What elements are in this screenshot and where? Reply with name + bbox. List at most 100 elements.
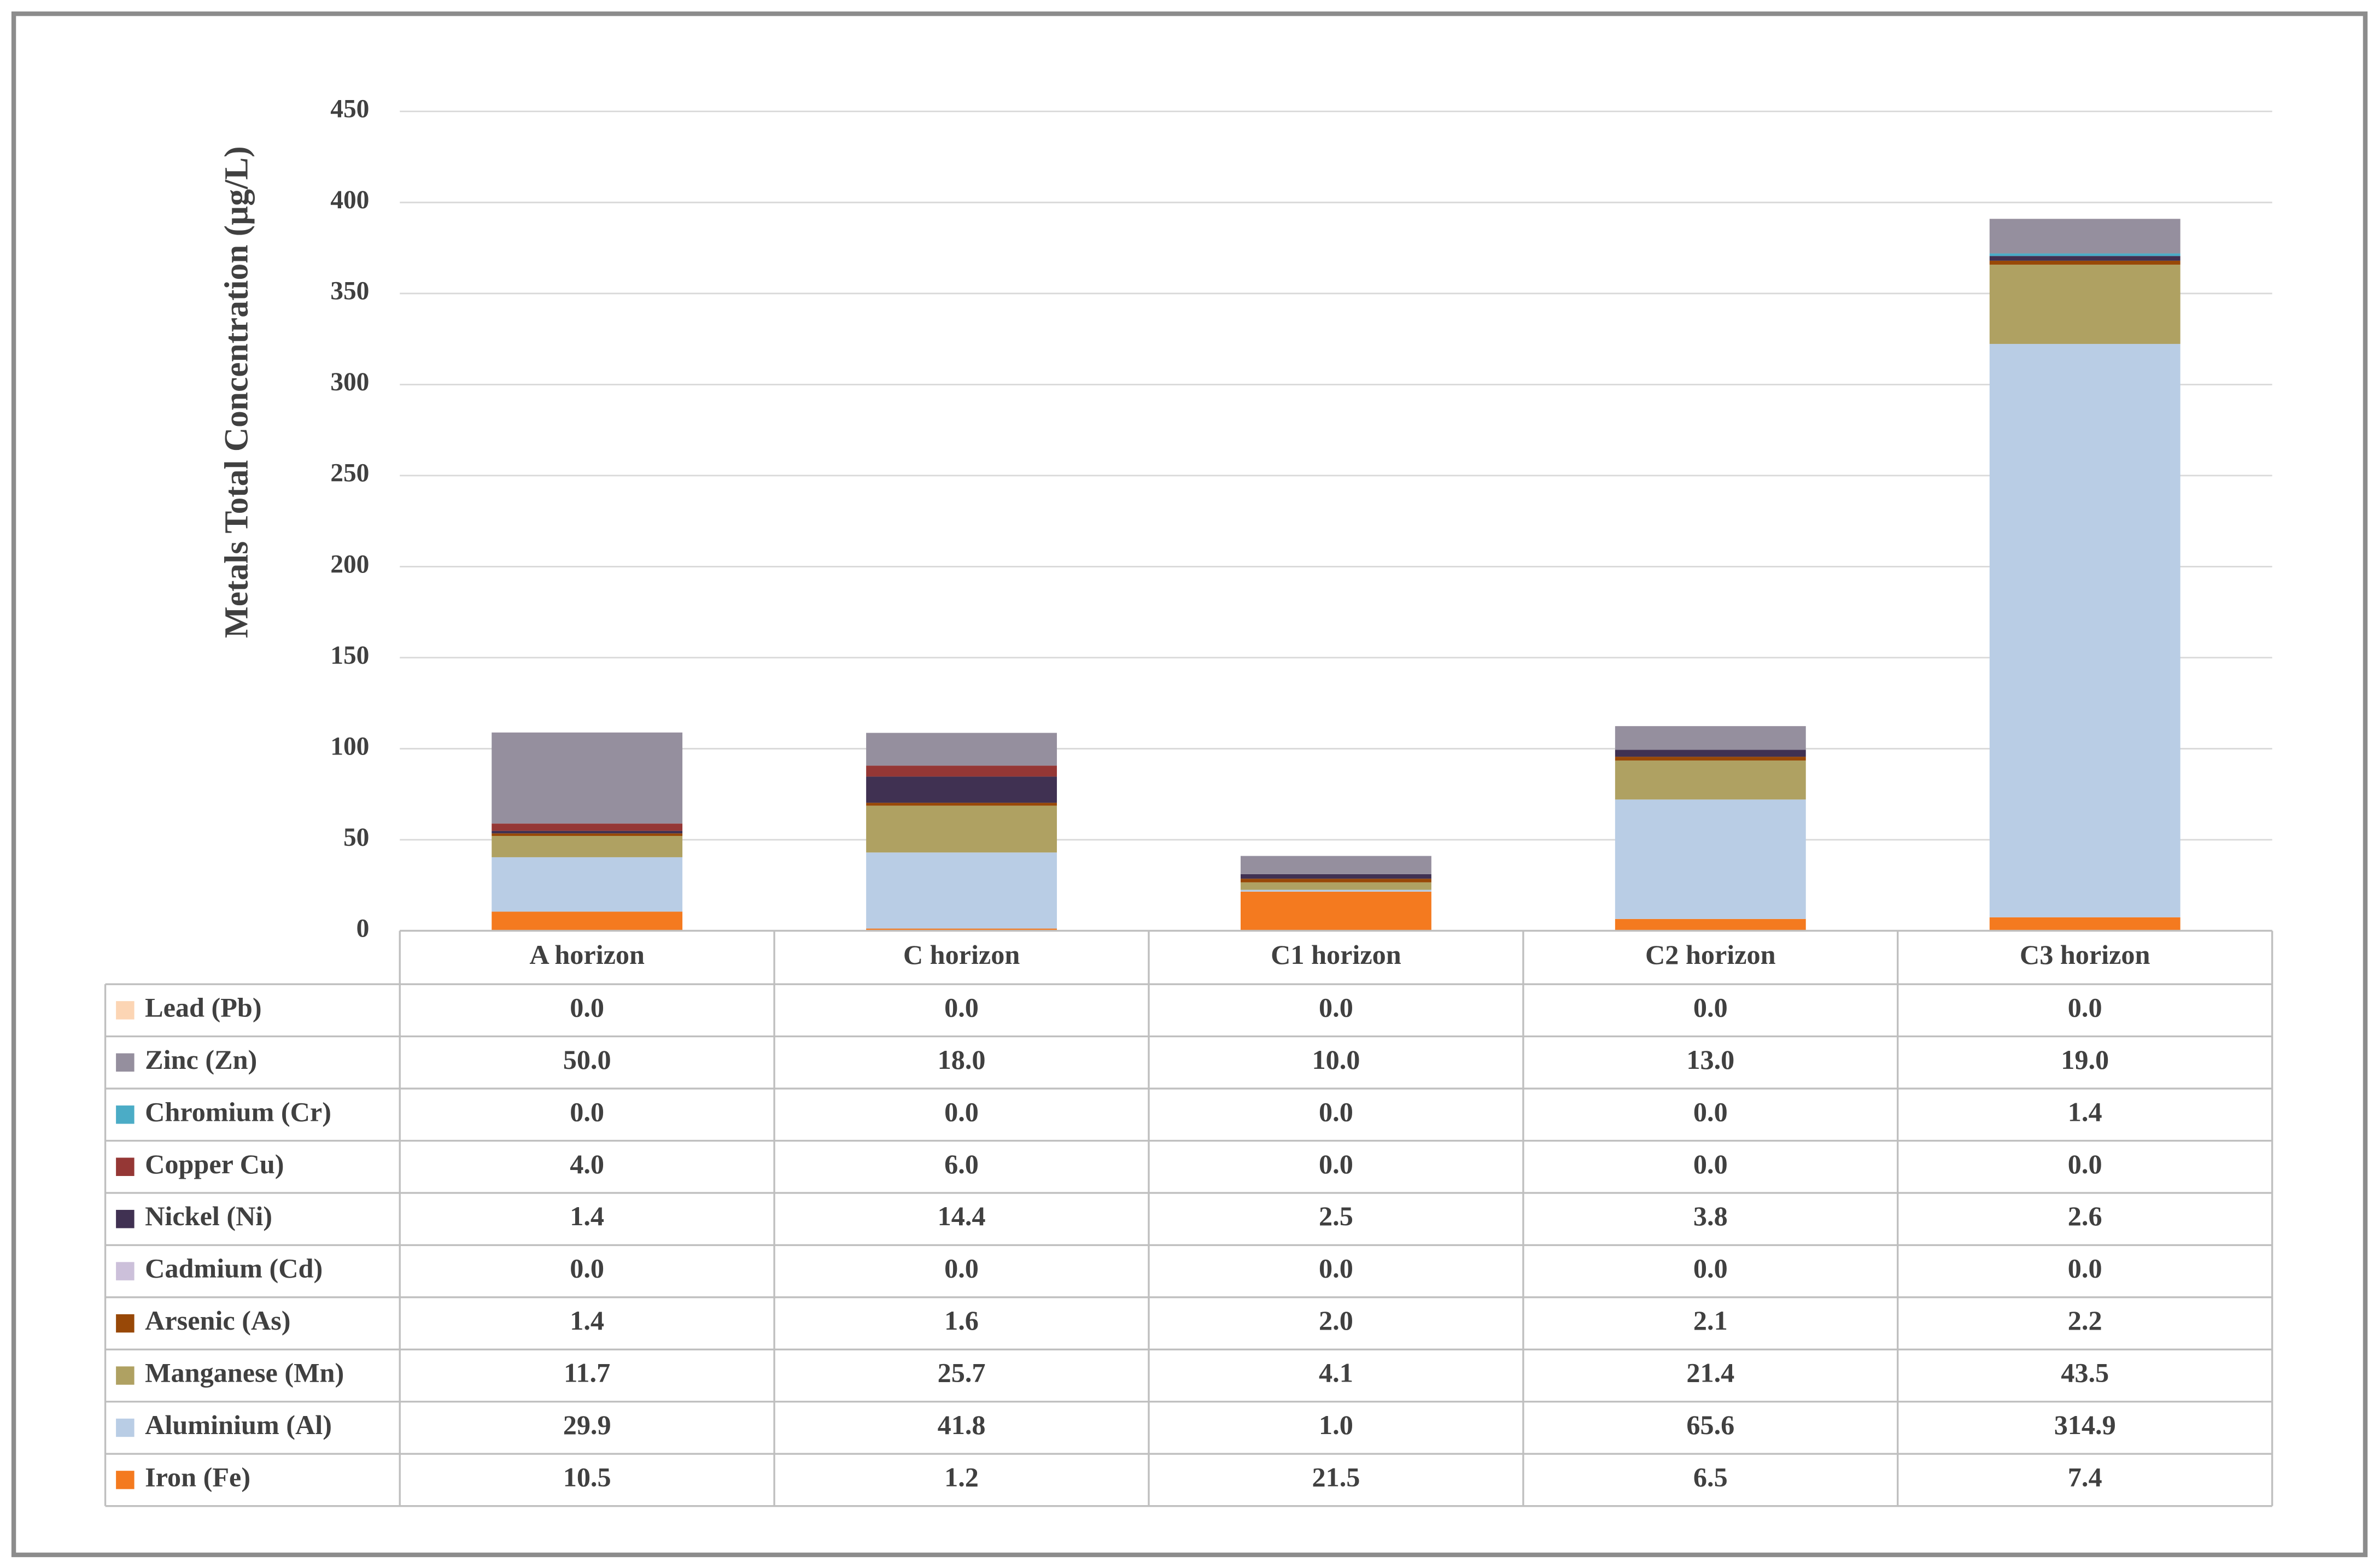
x-tick-label: C2 horizon [1645,939,1776,970]
legend-label: Aluminium (Al) [145,1409,332,1440]
table-value: 13.0 [1686,1044,1734,1075]
bar-segment [492,857,683,912]
table-value: 0.0 [570,1096,604,1127]
table-value: 25.7 [938,1358,986,1388]
legend-label: Chromium (Cr) [145,1096,331,1127]
y-tick-label: 0 [356,914,370,943]
bar-segment [1240,879,1431,882]
bar-segment [1615,757,1806,761]
table-value: 0.0 [1693,1149,1728,1179]
table-value: 0.0 [2068,992,2102,1022]
table-value: 1.6 [944,1305,979,1336]
y-tick-label: 250 [330,459,369,488]
legend-label: Zinc (Zn) [145,1044,257,1075]
bar-segment [1989,253,2181,256]
bar-segment [1989,917,2181,931]
table-value: 0.0 [570,1253,604,1284]
bar-segment [492,835,683,857]
table-value: 0.0 [1693,992,1728,1022]
y-tick-label: 350 [330,277,369,306]
x-tick-label: A horizon [529,939,645,970]
table-value: 0.0 [1693,1253,1728,1284]
legend-swatch [116,1314,135,1333]
y-tick-label: 50 [343,823,369,852]
bar-segment [492,830,683,834]
table-value: 1.4 [2068,1096,2102,1127]
bar-segment [1615,726,1806,750]
table-value: 0.0 [1319,1253,1353,1284]
bar-segment [866,852,1057,929]
table-value: 0.0 [944,1253,979,1284]
bar-segment [866,765,1057,777]
table-value: 2.0 [1319,1305,1353,1336]
table-value: 11.7 [564,1358,610,1388]
bar-segment [1240,890,1431,892]
table-value: 0.0 [2068,1149,2102,1179]
legend-swatch [116,1366,135,1385]
y-tick-label: 150 [330,641,369,670]
bar-segment [1989,344,2181,917]
table-value: 10.0 [1312,1044,1360,1075]
table-value: 0.0 [944,992,979,1022]
y-tick-label: 400 [330,186,369,214]
x-tick-label: C3 horizon [2020,939,2150,970]
legend-swatch [116,1105,135,1124]
bar-segment [1240,874,1431,879]
table-value: 50.0 [563,1044,611,1075]
table-value: 19.0 [2061,1044,2109,1075]
legend-label: Iron (Fe) [145,1461,250,1492]
table-value: 1.2 [944,1461,979,1492]
y-tick-label: 300 [330,368,369,396]
table-value: 0.0 [1319,1096,1353,1127]
table-value: 0.0 [570,992,604,1022]
bar-segment [1989,265,2181,344]
bar-segment [492,833,683,836]
bar-segment [492,732,683,824]
table-value: 2.1 [1693,1305,1728,1336]
y-tick-label: 100 [330,732,369,760]
table-value: 0.0 [1693,1096,1728,1127]
table-value: 0.0 [944,1096,979,1127]
bar-segment [866,776,1057,803]
legend-swatch [116,1053,135,1072]
bar-segment [1240,882,1431,890]
table-value: 29.9 [563,1409,611,1440]
table-value: 4.0 [570,1149,604,1179]
table-value: 43.5 [2061,1358,2109,1388]
legend-swatch [116,1418,135,1437]
legend-swatch [116,1001,135,1020]
table-value: 7.4 [2068,1461,2102,1492]
table-value: 0.0 [1319,1149,1353,1179]
y-tick-label: 200 [330,550,369,578]
table-value: 314.9 [2054,1409,2116,1440]
table-value: 1.0 [1319,1409,1353,1440]
x-tick-label: C horizon [903,939,1020,970]
bar-segment [1615,799,1806,919]
bar-segment [866,803,1057,806]
legend-label: Nickel (Ni) [145,1201,272,1231]
table-value: 1.4 [570,1305,604,1336]
legend-swatch [116,1262,135,1280]
bar-segment [866,805,1057,853]
table-value: 14.4 [938,1201,986,1231]
table-value: 4.1 [1319,1358,1353,1388]
table-value: 10.5 [563,1461,611,1492]
table-value: 2.6 [2068,1201,2102,1231]
table-value: 0.0 [1319,992,1353,1022]
table-value: 21.4 [1686,1358,1734,1388]
x-tick-label: C1 horizon [1271,939,1401,970]
table-value: 6.5 [1693,1461,1728,1492]
table-value: 2.2 [2068,1305,2102,1336]
bar-segment [1240,891,1431,931]
legend-label: Copper Cu) [145,1149,284,1179]
bar-segment [1989,260,2181,265]
table-value: 3.8 [1693,1201,1728,1231]
bar-segment [866,733,1057,766]
y-tick-label: 450 [330,95,369,124]
table-value: 1.4 [570,1201,604,1231]
bar-segment [1240,856,1431,874]
table-value: 65.6 [1686,1409,1734,1440]
legend-label: Manganese (Mn) [145,1358,344,1388]
bar-segment [1615,760,1806,800]
